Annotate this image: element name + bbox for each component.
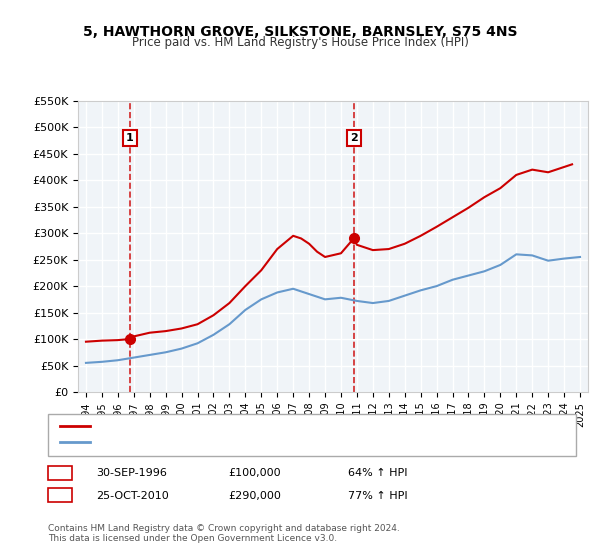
- Text: 5, HAWTHORN GROVE, SILKSTONE, BARNSLEY, S75 4NS: 5, HAWTHORN GROVE, SILKSTONE, BARNSLEY, …: [83, 25, 517, 39]
- Text: 5, HAWTHORN GROVE, SILKSTONE, BARNSLEY, S75 4NS (detached house): 5, HAWTHORN GROVE, SILKSTONE, BARNSLEY, …: [96, 421, 459, 431]
- Text: 77% ↑ HPI: 77% ↑ HPI: [348, 491, 407, 501]
- Text: Price paid vs. HM Land Registry's House Price Index (HPI): Price paid vs. HM Land Registry's House …: [131, 36, 469, 49]
- Text: 30-SEP-1996: 30-SEP-1996: [96, 468, 167, 478]
- Text: 25-OCT-2010: 25-OCT-2010: [96, 491, 169, 501]
- Text: 1: 1: [126, 133, 134, 143]
- Text: 2: 2: [56, 491, 64, 501]
- Text: HPI: Average price, detached house, Barnsley: HPI: Average price, detached house, Barn…: [96, 437, 319, 447]
- Text: Contains HM Land Registry data © Crown copyright and database right 2024.
This d: Contains HM Land Registry data © Crown c…: [48, 524, 400, 543]
- Text: £290,000: £290,000: [228, 491, 281, 501]
- Text: 1: 1: [56, 468, 64, 478]
- Text: £100,000: £100,000: [228, 468, 281, 478]
- Text: 2: 2: [350, 133, 358, 143]
- Text: 64% ↑ HPI: 64% ↑ HPI: [348, 468, 407, 478]
